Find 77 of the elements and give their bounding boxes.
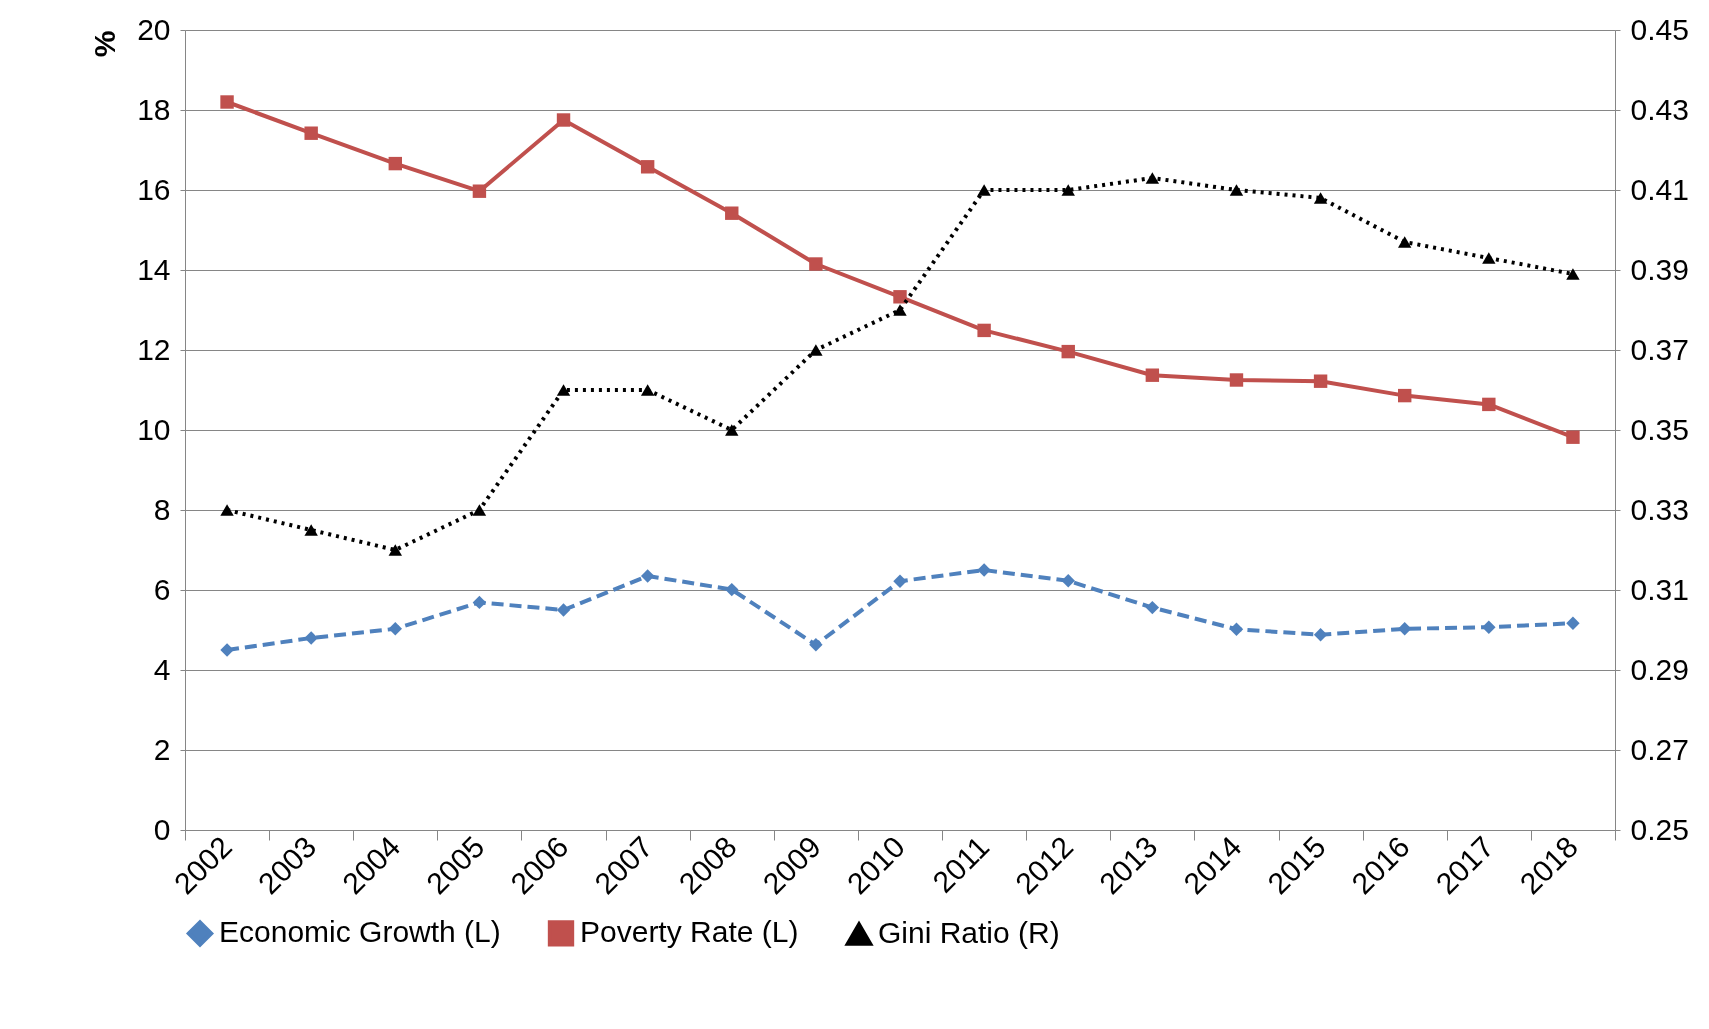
y-tick-label: 4 — [153, 652, 171, 686]
point — [809, 638, 823, 652]
point — [1566, 430, 1580, 444]
y-tick-label: 0 — [153, 812, 171, 846]
point — [1145, 600, 1160, 615]
y2-tick-label: 0.37 — [1630, 332, 1689, 366]
point — [893, 290, 907, 304]
point — [977, 563, 991, 577]
point — [556, 113, 571, 127]
point — [809, 344, 823, 356]
point — [1313, 192, 1328, 204]
point — [472, 184, 487, 198]
y-tick-label: 6 — [153, 572, 171, 606]
y2-tick-label: 0.45 — [1630, 12, 1689, 46]
point — [893, 304, 907, 316]
point — [1398, 622, 1412, 636]
point — [1482, 620, 1496, 634]
point — [556, 384, 571, 396]
point — [725, 582, 739, 597]
point — [1229, 184, 1244, 196]
y2-tick-label: 0.43 — [1630, 92, 1689, 126]
legend-label: Gini Ratio (R) — [878, 916, 1060, 950]
legend-label: Economic Growth (L) — [219, 915, 501, 949]
point — [388, 544, 402, 556]
point — [977, 184, 991, 196]
point — [1061, 574, 1075, 588]
point — [1229, 622, 1244, 636]
point — [1398, 388, 1412, 403]
point — [472, 595, 487, 610]
legend-label: Poverty Rate (L) — [580, 915, 799, 949]
point — [304, 631, 318, 645]
y-tick-label: 18 — [137, 92, 171, 126]
point — [1398, 236, 1412, 248]
y-tick-label: 20 — [137, 12, 171, 46]
point — [220, 643, 234, 657]
point — [1566, 268, 1580, 280]
y2-tick-label: 0.27 — [1630, 732, 1689, 766]
point — [1313, 628, 1328, 642]
y2-tick-label: 0.25 — [1630, 812, 1689, 846]
y2-tick-label: 0.29 — [1630, 652, 1689, 686]
point — [556, 603, 571, 617]
point — [640, 384, 655, 396]
point — [220, 504, 234, 516]
point — [472, 504, 487, 516]
y-tick-label: 8 — [153, 492, 171, 526]
point — [388, 622, 402, 636]
point — [1145, 368, 1160, 382]
y2-tick-label: 0.41 — [1630, 172, 1689, 206]
point — [640, 160, 655, 174]
point — [977, 323, 991, 338]
point — [1313, 374, 1328, 388]
point — [1229, 373, 1244, 387]
point — [1566, 616, 1580, 630]
point — [893, 574, 907, 588]
point — [220, 95, 234, 109]
y2-tick-label: 0.31 — [1630, 572, 1689, 606]
y2-tick-label: 0.39 — [1630, 252, 1689, 286]
point — [725, 424, 739, 436]
point — [640, 569, 655, 583]
y-tick-label: 10 — [137, 412, 171, 446]
point — [1482, 252, 1496, 264]
point — [809, 257, 823, 271]
point — [1061, 344, 1075, 359]
y2-tick-label: 0.33 — [1630, 492, 1689, 526]
y-tick-label: 14 — [137, 252, 171, 286]
y2-tick-label: 0.35 — [1630, 412, 1689, 446]
y-tick-label: 12 — [137, 332, 171, 366]
point — [1061, 184, 1075, 196]
point — [388, 156, 402, 171]
y-axis-title: % — [87, 30, 121, 58]
point — [725, 206, 739, 220]
point — [1145, 172, 1160, 184]
point — [304, 126, 318, 140]
point — [1482, 397, 1496, 412]
y-tick-label: 16 — [137, 172, 171, 206]
y-tick-label: 2 — [153, 732, 171, 766]
point — [304, 524, 318, 536]
